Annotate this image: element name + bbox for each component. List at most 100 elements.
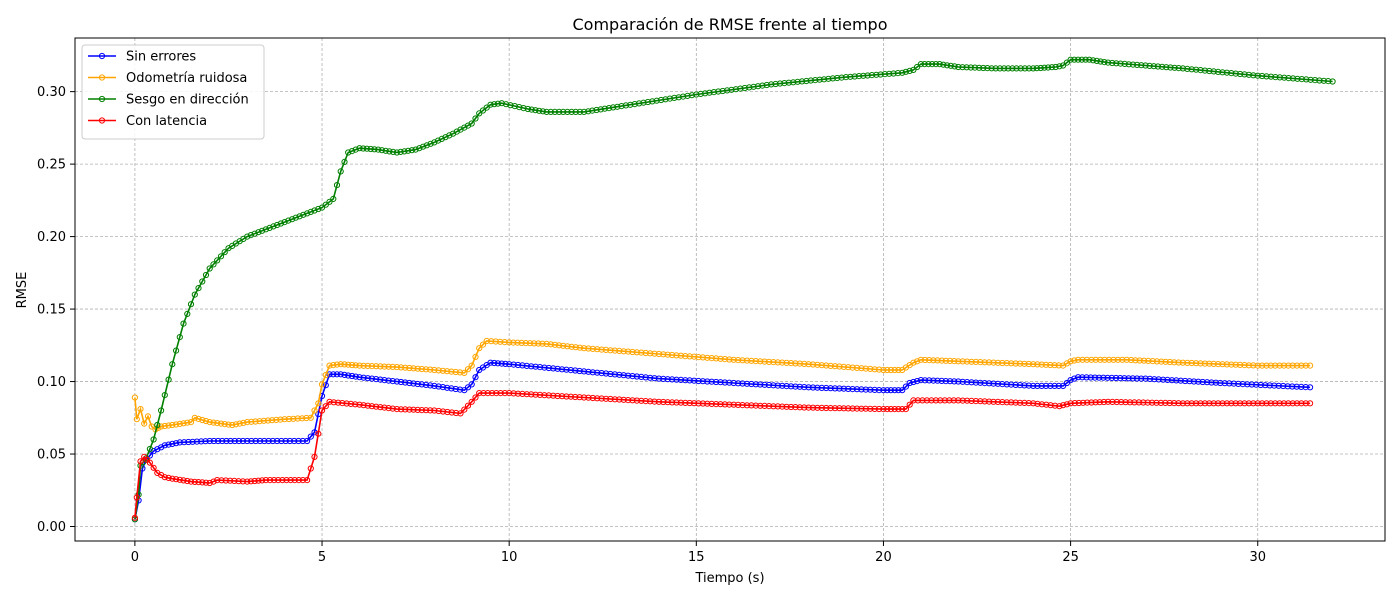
data-point [1142, 62, 1149, 69]
data-point [356, 401, 363, 408]
data-point [1162, 358, 1169, 365]
data-point [593, 106, 600, 114]
data-point [886, 70, 893, 77]
data-point [279, 477, 286, 484]
data-point [1280, 382, 1287, 390]
data-point [528, 106, 535, 113]
data-point [1259, 400, 1266, 407]
data-point [994, 380, 1002, 387]
data-point [934, 377, 941, 384]
data-point [476, 110, 483, 117]
data-point [1109, 398, 1116, 405]
data-point [1075, 399, 1083, 407]
data-point [1149, 399, 1156, 406]
data-point [181, 439, 188, 446]
data-point [206, 437, 213, 445]
data-point [1144, 399, 1151, 406]
data-point [402, 364, 409, 371]
data-point [173, 347, 180, 354]
data-point [1131, 399, 1138, 406]
data-point [1289, 383, 1296, 390]
data-point [528, 363, 535, 370]
data-point [352, 146, 359, 153]
data-point [364, 402, 371, 409]
data-point [364, 362, 371, 369]
data-point [891, 406, 898, 413]
data-point [1126, 399, 1134, 406]
data-point [214, 257, 221, 264]
data-point [373, 376, 380, 383]
data-point [1071, 375, 1078, 382]
data-point [699, 378, 707, 385]
data-point [206, 479, 213, 487]
data-point [487, 359, 494, 366]
data-point [585, 345, 592, 352]
data-point [348, 372, 356, 380]
data-point [977, 398, 984, 405]
legend-swatch-marker [98, 74, 106, 81]
data-point [264, 417, 272, 424]
data-point [343, 400, 350, 407]
data-point [318, 381, 326, 388]
data-point [580, 368, 588, 375]
data-point [693, 91, 700, 98]
data-point [618, 103, 625, 110]
data-point [1092, 356, 1099, 363]
data-point [783, 359, 790, 366]
data-point [150, 464, 157, 471]
data-point [498, 100, 505, 107]
data-point [1033, 65, 1041, 72]
data-point [752, 358, 759, 365]
data-point [1138, 375, 1145, 382]
data-point [871, 366, 878, 373]
data-point [418, 407, 425, 414]
data-point [739, 402, 746, 409]
data-point [1285, 362, 1292, 369]
data-point [984, 65, 991, 72]
data-point [195, 285, 202, 292]
data-point [1042, 361, 1050, 368]
data-point [876, 366, 883, 373]
data-point [1280, 362, 1288, 369]
tick-layer: 0 5 10 15 20 25 30 0.00 0.05 0.10 0.15 0.20 0.25 0.30 [37, 85, 1266, 565]
data-point [994, 398, 1002, 405]
data-point [1262, 382, 1269, 389]
data-point [1091, 374, 1099, 381]
data-point [977, 379, 984, 386]
data-point [818, 384, 825, 391]
data-point [572, 367, 579, 374]
data-point [532, 363, 539, 370]
data-point [393, 364, 400, 371]
data-point [1017, 65, 1024, 72]
data-point [393, 378, 400, 385]
data-point [938, 377, 945, 384]
data-point [726, 379, 733, 386]
data-point [348, 361, 356, 369]
data-point [367, 145, 374, 153]
data-point [887, 366, 895, 374]
data-point [858, 386, 865, 393]
data-point [642, 349, 649, 357]
data-point [792, 383, 799, 390]
data-point [516, 104, 523, 111]
data-point [1177, 377, 1184, 384]
data-point [695, 400, 702, 407]
data-point [735, 401, 742, 408]
data-point [206, 419, 213, 426]
data-point [223, 437, 230, 445]
data-point [845, 364, 852, 371]
data-point [805, 384, 812, 391]
data-point [1276, 362, 1283, 369]
data-point [647, 350, 654, 357]
data-point [880, 366, 887, 374]
data-point [1063, 401, 1071, 408]
legend-swatch-marker [98, 52, 106, 60]
data-point [539, 340, 546, 347]
data-point [717, 379, 724, 386]
data-point [899, 406, 906, 413]
data-point [1184, 65, 1191, 73]
data-point [1051, 382, 1058, 389]
data-point [598, 370, 605, 377]
data-point [864, 72, 871, 79]
